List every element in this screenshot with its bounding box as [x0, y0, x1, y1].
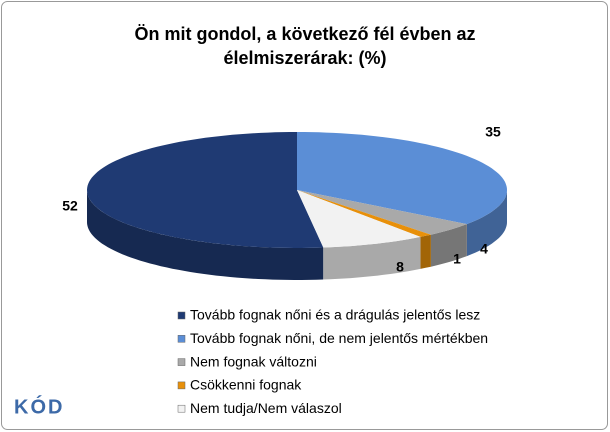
chart-title: Ön mit gondol, a következő fél évben az … — [134, 24, 476, 68]
slice — [297, 190, 467, 235]
data-label: 35 — [485, 124, 501, 140]
slice-side — [430, 224, 467, 267]
legend-swatch — [177, 311, 186, 320]
legend-swatch — [177, 358, 186, 366]
legend-label: Tovább fognak nőni és a drágulás jelentő… — [190, 307, 480, 323]
slice — [87, 132, 324, 248]
slice — [297, 190, 421, 248]
legend-label: Nem tudja/Nem válaszol — [190, 400, 342, 416]
data-label: 52 — [62, 198, 78, 214]
slice-side — [466, 190, 507, 257]
data-label: 1 — [453, 251, 461, 267]
legend-swatch — [177, 404, 186, 413]
legend-swatch — [177, 335, 186, 343]
data-label: 8 — [396, 259, 404, 275]
legend-label: Csökkenni fognak — [190, 377, 302, 393]
data-label: 4 — [480, 241, 488, 257]
legend-label: Tovább fognak nőni, de nem jelentős mért… — [190, 330, 488, 346]
slice — [297, 190, 431, 237]
legend-label: Nem fognak változni — [190, 353, 317, 369]
slice-side — [420, 234, 431, 269]
legend-swatch — [177, 381, 186, 390]
slice-side — [87, 190, 324, 280]
logo: KÓD — [14, 394, 64, 418]
slice-side — [323, 236, 421, 280]
slice — [297, 132, 507, 225]
